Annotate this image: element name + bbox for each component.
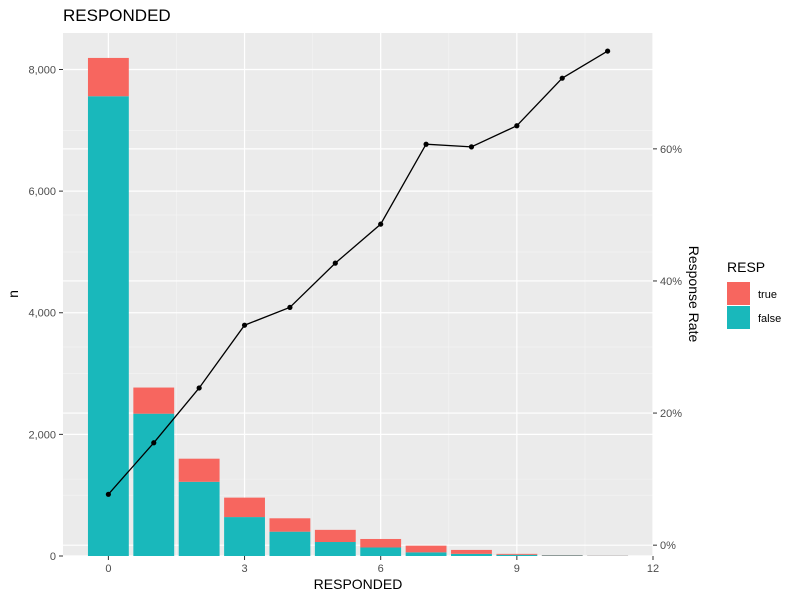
legend-label-false: false xyxy=(758,313,781,325)
bar-false xyxy=(314,542,356,556)
bar-false xyxy=(269,531,311,556)
x-tick-label: 6 xyxy=(378,563,384,575)
bar-true xyxy=(224,497,265,518)
response-rate-point xyxy=(287,304,293,310)
y2-axis-title: Response Rate xyxy=(686,246,702,343)
bar-true xyxy=(269,518,311,532)
bar-true xyxy=(451,549,492,554)
bar-false xyxy=(87,96,129,556)
y-axis-left: 0 2,000 4,000 6,000 8,000 xyxy=(28,64,63,563)
bar-true xyxy=(314,529,356,543)
y-tick-label: 2,000 xyxy=(28,429,56,441)
y-axis-title: n xyxy=(5,290,21,298)
bar-false xyxy=(178,481,220,556)
y-tick-label: 4,000 xyxy=(28,308,56,320)
legend-key-false xyxy=(727,306,750,329)
y2-tick-label: 20% xyxy=(660,408,682,420)
y2-tick-label: 0% xyxy=(660,540,676,552)
x-tick-label: 12 xyxy=(647,563,659,575)
bar-true xyxy=(405,545,447,553)
bars xyxy=(87,57,629,556)
bar-true xyxy=(360,538,402,548)
y-axis-right: 0% 20% 40% 60% xyxy=(653,144,682,552)
y-tick-label: 8,000 xyxy=(28,64,56,76)
y-tick-label: 6,000 xyxy=(28,186,56,198)
legend: RESP true false xyxy=(727,259,781,329)
x-tick-label: 9 xyxy=(514,563,520,575)
response-rate-path xyxy=(107,50,608,495)
bar-true xyxy=(496,553,538,555)
bar-false xyxy=(133,413,175,556)
response-rate-point xyxy=(151,440,157,446)
response-rate-point xyxy=(559,75,565,81)
chart-title: RESPONDED xyxy=(63,6,171,25)
bar-true xyxy=(178,458,220,482)
response-rate-point xyxy=(378,221,384,227)
legend-key-true xyxy=(727,282,750,305)
x-axis: 0 3 6 9 12 xyxy=(105,556,659,575)
response-rate-point xyxy=(332,260,338,266)
response-rate-point xyxy=(514,123,520,129)
grid xyxy=(63,33,654,557)
y-tick-label: 0 xyxy=(50,551,56,563)
bar-false xyxy=(496,554,538,556)
response-rate-point xyxy=(241,322,248,328)
response-rate-point xyxy=(423,141,429,147)
bar-false xyxy=(405,552,447,556)
response-rate-point xyxy=(605,48,611,54)
legend-title: RESP xyxy=(727,259,765,275)
bar-false xyxy=(360,547,402,556)
legend-label-true: true xyxy=(758,289,777,301)
y2-tick-label: 60% xyxy=(660,144,682,156)
response-rate-point xyxy=(105,491,111,497)
x-tick-label: 0 xyxy=(105,563,111,575)
bar-false xyxy=(451,553,492,556)
response-rate-line xyxy=(105,48,611,497)
response-rate-point xyxy=(196,385,202,391)
bar-true xyxy=(87,57,129,97)
bar-true xyxy=(133,387,175,414)
response-rate-point xyxy=(468,144,475,150)
bar-false xyxy=(224,517,265,556)
x-tick-label: 3 xyxy=(241,563,247,575)
x-axis-title: RESPONDED xyxy=(314,576,403,592)
y2-tick-label: 40% xyxy=(660,276,682,288)
